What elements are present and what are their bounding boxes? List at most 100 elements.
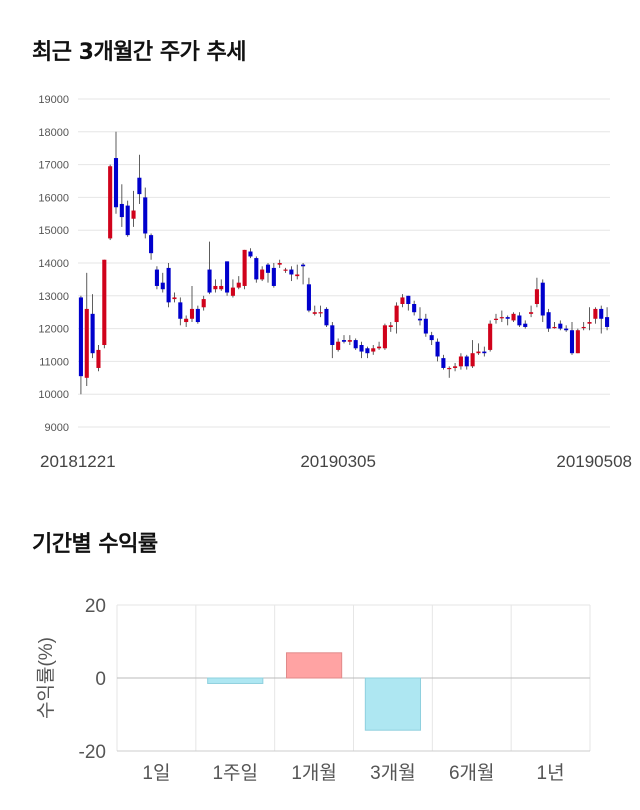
candle-up [581,326,586,329]
candle-down [125,205,130,236]
candle-up [511,313,516,321]
candle-down [540,282,545,316]
candle-down [306,284,311,311]
x-tick-label: 20190305 [300,452,376,471]
candle-up [230,287,235,296]
candle-up [529,312,534,314]
candle-up [371,348,376,352]
candle-up [295,274,300,277]
candle-up [470,353,475,367]
price-trend-title: 최근 3개월간 주가 추세 [32,40,246,65]
x-tick-label: 6개월 [449,762,495,784]
candle-down [195,308,200,323]
y-tick-label: 11000 [39,356,69,368]
candle-down [143,197,148,234]
x-tick-label: 20181221 [40,452,116,471]
x-tick-label: 1주일 [212,762,258,784]
candle-down [546,312,551,329]
candle-up [242,249,247,286]
candle-down [359,345,364,352]
candle-down [271,267,276,286]
y-tick-label: 9000 [45,422,69,434]
candle-down [341,340,347,342]
candle-down [119,203,124,218]
candle-down [160,282,165,290]
candle-up [499,317,504,319]
candle-up [593,308,598,319]
candle-up [172,297,177,300]
candle-down [569,330,575,354]
y-tick-label: 13000 [38,291,69,303]
candle-down [517,315,522,326]
candle-up [476,351,481,354]
candle-down [225,261,230,293]
candle-up [336,341,341,350]
candle-up [277,263,282,265]
candle-up [587,322,592,324]
candle-down [154,269,159,286]
return-bar [285,652,343,679]
candle-down [523,323,528,327]
candle-up [382,325,387,349]
x-tick-label: 1년 [537,762,565,784]
candle-down [113,158,119,208]
candle-up [213,285,218,290]
y-tick-label: 17000 [38,160,69,172]
candle-down [137,177,142,195]
candle-up [488,323,493,350]
candle-down [464,356,469,367]
candle-down [482,351,487,354]
return-bar [364,677,422,731]
candle-up [131,210,136,219]
candle-up [347,340,352,342]
candle-down [254,258,259,280]
y-tick-label: 10000 [38,389,69,401]
candle-down [149,235,154,254]
candle-up [312,312,317,314]
candle-up [184,318,189,323]
candle-up [102,259,107,345]
candle-up [201,299,206,308]
y-tick-label: 15000 [38,225,69,237]
candle-down [505,317,510,319]
candle-down [417,318,423,321]
x-tick-label: 1일 [142,762,170,784]
candle-up [458,356,463,367]
y-tick-label: 20 [85,596,106,617]
candle-down [558,323,563,329]
candle-up [493,318,499,320]
y-tick-label: 14000 [38,258,69,270]
candle-down [564,328,569,331]
candle-down [423,318,428,334]
y-tick-label: 18000 [38,127,69,139]
y-tick-label: 19000 [38,94,69,106]
y-tick-label: 12000 [38,324,69,336]
candle-down [353,340,358,349]
candle-down [178,302,183,319]
candle-up [377,346,382,349]
candle-down [248,251,253,257]
candle-up [453,366,458,368]
candle-up [84,308,89,378]
candle-up [283,269,288,271]
candle-down [605,317,610,327]
candle-down [435,341,440,357]
y-axis-label: 수익률(%) [35,637,57,719]
candle-up [260,269,265,280]
candle-down [330,325,335,345]
candle-up [575,330,580,354]
candle-up [552,326,557,329]
candle-up [108,166,113,239]
candle-down [365,348,370,354]
candle-up [219,285,224,290]
candle-down [599,308,604,319]
candle-down [441,358,446,368]
candle-up [447,367,452,370]
candle-up [236,282,241,288]
candle-down [78,297,83,377]
candle-down [412,304,417,313]
candle-down [289,269,294,275]
x-tick-label: 20190508 [556,452,632,471]
candle-up [534,289,539,304]
